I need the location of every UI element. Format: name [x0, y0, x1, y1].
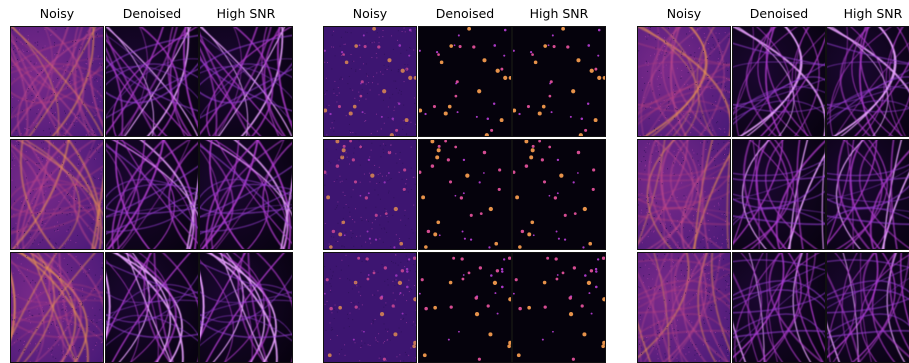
image-tile-noisy: [10, 139, 104, 250]
image-tile-noisy: [323, 252, 417, 363]
image-tile-high-snr: [512, 139, 606, 250]
column-title-noisy: Noisy: [637, 6, 731, 22]
image-tile-noisy: [323, 139, 417, 250]
image-tile-noisy: [10, 26, 104, 137]
image-tile-high-snr: [199, 252, 293, 363]
image-tile-denoised: [418, 26, 512, 137]
image-tile-denoised: [105, 26, 199, 137]
image-tile-denoised: [418, 139, 512, 250]
image-tile-denoised: [732, 252, 826, 363]
image-tile-high-snr: [199, 26, 293, 137]
image-tile-noisy: [637, 139, 731, 250]
image-tile-denoised: [732, 26, 826, 137]
column-title-noisy: Noisy: [323, 6, 417, 22]
column-title-noisy: Noisy: [10, 6, 104, 22]
column-title-high-snr: High SNR: [199, 6, 293, 22]
image-tile-noisy: [637, 26, 731, 137]
column-title-denoised: Denoised: [732, 6, 826, 22]
image-tile-high-snr: [512, 26, 606, 137]
image-tile-high-snr: [826, 252, 909, 363]
image-tile-noisy: [323, 26, 417, 137]
column-title-high-snr: High SNR: [826, 6, 909, 22]
column-title-denoised: Denoised: [105, 6, 199, 22]
image-tile-noisy: [637, 252, 731, 363]
image-tile-high-snr: [826, 139, 909, 250]
image-tile-denoised: [105, 139, 199, 250]
image-tile-high-snr: [512, 252, 606, 363]
image-tile-noisy: [10, 252, 104, 363]
image-tile-high-snr: [826, 26, 909, 137]
image-tile-denoised: [732, 139, 826, 250]
image-tile-denoised: [105, 252, 199, 363]
column-title-denoised: Denoised: [418, 6, 512, 22]
image-tile-high-snr: [199, 139, 293, 250]
column-title-high-snr: High SNR: [512, 6, 606, 22]
image-tile-denoised: [418, 252, 512, 363]
